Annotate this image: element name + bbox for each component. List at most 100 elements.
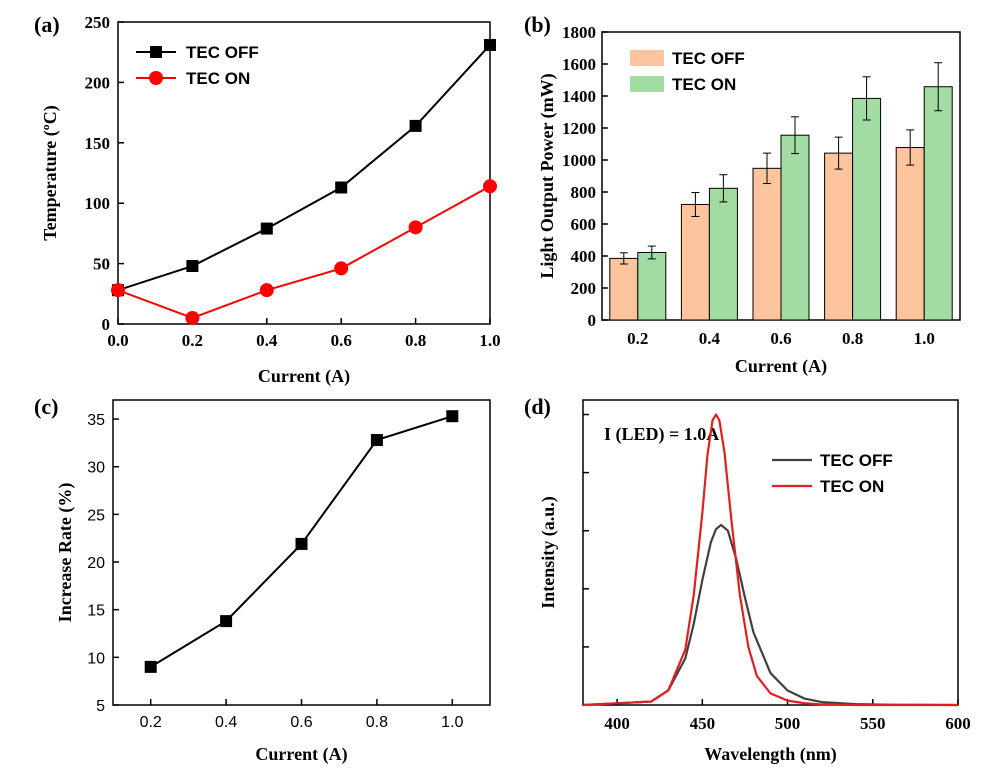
x-tick-label: 0.8 — [405, 331, 426, 350]
y-tick-label: 15 — [87, 603, 105, 620]
panel-label: (c) — [34, 394, 58, 419]
y-tick-label: 1800 — [562, 23, 596, 42]
x-axis-label: Current (A) — [735, 356, 827, 377]
legend-label: TEC ON — [672, 75, 736, 94]
bar — [852, 97, 882, 321]
data-point — [409, 119, 422, 132]
bar — [780, 134, 810, 321]
panel-d: 400 450 500 550 600 Wavelength (nm) Intensity … — [524, 394, 971, 765]
plot-frame — [582, 399, 959, 706]
x-tick-label: 0.2 — [182, 331, 203, 350]
data-point — [334, 261, 349, 276]
y-tick-label: 1400 — [562, 87, 596, 106]
legend-label: TEC ON — [820, 477, 884, 496]
data-point — [335, 181, 348, 194]
bar — [752, 167, 782, 321]
panel-label: (a) — [34, 12, 60, 37]
x-tick-label: 0.0 — [107, 331, 128, 350]
y-tick-label: 150 — [85, 134, 111, 153]
x-axis-label: Current (A) — [258, 366, 350, 387]
x-tick-label: 1.0 — [441, 714, 463, 731]
bar — [824, 152, 854, 321]
x-tick-label: 0.6 — [331, 331, 352, 350]
y-tick-label: 20 — [87, 555, 105, 572]
legend-marker — [149, 71, 163, 85]
data-point — [111, 283, 125, 298]
y-tick-label: 250 — [85, 13, 111, 32]
x-axis-label: Current (A) — [255, 744, 347, 765]
data-point — [484, 38, 496, 51]
data-point — [186, 260, 199, 273]
data-point — [220, 615, 233, 628]
plot-frame — [117, 21, 491, 325]
series-line — [582, 413, 958, 707]
legend-marker — [150, 46, 162, 58]
x-tick-label: 0.6 — [290, 714, 312, 731]
y-axis-label: Increase Rate (%) — [55, 483, 76, 623]
legend-label: TEC OFF — [186, 43, 259, 62]
x-tick-label: 0.4 — [256, 331, 278, 350]
x-tick-label: 500 — [775, 714, 801, 733]
y-axis-label: Temperature (ºC) — [40, 105, 61, 240]
x-axis-label: Wavelength (nm) — [704, 744, 837, 765]
data-point — [483, 179, 497, 194]
x-tick-label: 400 — [604, 714, 630, 733]
plot-frame — [112, 399, 491, 706]
data-point — [408, 220, 423, 235]
y-axis-label: Intensity (a.u.) — [538, 496, 559, 609]
y-tick-label: 10 — [87, 650, 105, 667]
x-tick-label: 0.8 — [842, 329, 863, 348]
x-tick-label: 0.4 — [215, 714, 237, 731]
y-tick-label: 0 — [588, 311, 597, 330]
y-tick-label: 5 — [96, 698, 105, 715]
legend-label: TEC OFF — [820, 451, 893, 470]
y-tick-label: 400 — [571, 247, 597, 266]
y-tick-label: 30 — [87, 460, 105, 477]
y-tick-label: 35 — [87, 412, 105, 429]
bar — [895, 147, 925, 321]
y-tick-label: 50 — [93, 255, 110, 274]
data-point — [185, 310, 200, 325]
data-point — [446, 410, 459, 423]
data-point — [295, 537, 308, 550]
y-tick-label: 200 — [85, 73, 111, 92]
legend-label: TEC OFF — [672, 49, 745, 68]
legend-label: TEC ON — [186, 69, 250, 88]
series-line — [582, 523, 959, 707]
panel-label: (d) — [524, 394, 551, 419]
panel-b: 0 200 400 600 800 1000 1200 1400 1600 1800 0.2 0.4 0… — [524, 12, 961, 377]
bar — [680, 203, 710, 321]
data-point — [259, 283, 274, 298]
bar — [708, 187, 738, 321]
y-tick-label: 1600 — [562, 55, 596, 74]
x-tick-label: 0.8 — [366, 714, 388, 731]
y-tick-label: 800 — [571, 183, 597, 202]
panel-c: 5 10 15 20 25 30 35 0.2 0.4 0.6 0.8 1.0 Current (A) I… — [34, 394, 491, 765]
y-tick-label: 1200 — [562, 119, 596, 138]
y-tick-label: 25 — [87, 507, 105, 524]
panel-a: 0 50 100 150 200 250 0.0 0.2 0.4 0.6 0.8 1.0 Current… — [34, 12, 501, 387]
data-point — [144, 660, 157, 673]
x-tick-label: 0.6 — [770, 329, 791, 348]
panel-label: (b) — [524, 12, 551, 37]
legend-swatch — [630, 50, 664, 66]
x-tick-label: 0.2 — [140, 714, 162, 731]
x-tick-label: 1.0 — [914, 329, 935, 348]
x-tick-label: 450 — [690, 714, 716, 733]
bar — [609, 257, 639, 321]
series-line — [117, 185, 491, 320]
bar — [637, 251, 667, 321]
y-tick-label: 0 — [102, 315, 111, 334]
y-tick-label: 100 — [85, 194, 111, 213]
legend-swatch — [630, 76, 664, 92]
y-tick-label: 200 — [571, 279, 597, 298]
x-tick-label: 600 — [945, 714, 971, 733]
x-tick-label: 550 — [860, 714, 886, 733]
data-point — [260, 222, 273, 235]
x-tick-label: 0.2 — [627, 329, 648, 348]
y-tick-label: 1000 — [562, 151, 596, 170]
x-tick-label: 1.0 — [479, 331, 500, 350]
series-line — [117, 44, 491, 292]
data-point — [370, 434, 383, 447]
